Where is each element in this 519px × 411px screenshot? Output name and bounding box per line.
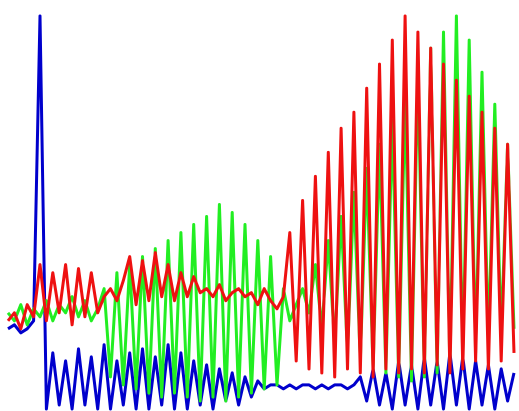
line-series [6, 14, 516, 379]
line-series [7, 14, 516, 411]
